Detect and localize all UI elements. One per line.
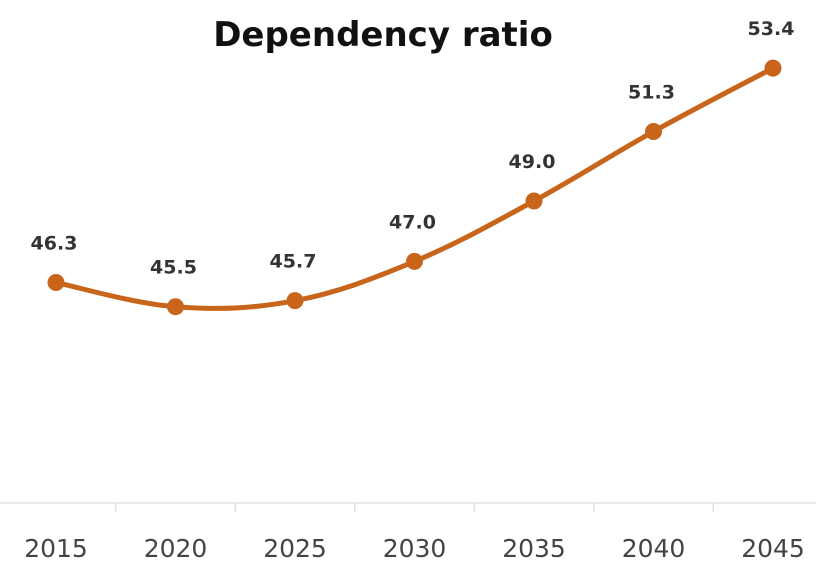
data-label: 45.5 [150,257,197,279]
x-axis-ticks [115,503,714,512]
x-axis-tick-labels: 2015 2020 2025 2030 2035 2040 2045 [24,534,805,563]
x-tick-label: 2035 [502,534,566,563]
data-point [645,123,662,141]
data-label: 46.3 [31,233,78,255]
data-point [406,252,423,270]
x-tick-label: 2020 [144,534,208,563]
x-tick-label: 2015 [24,534,88,563]
data-label: 49.0 [509,151,556,173]
data-point [764,59,782,77]
x-tick-label: 2040 [622,534,686,563]
data-label: 53.4 [748,18,795,40]
x-tick-label: 2030 [383,534,447,563]
data-label: 51.3 [628,82,675,104]
chart-title: Dependency ratio [213,15,553,55]
data-point [47,274,65,292]
series-points [47,59,782,316]
x-tick-label: 2025 [263,534,327,563]
data-point [167,298,184,316]
series-data-labels: 46.3 45.5 45.7 47.0 49.0 51.3 53.4 [31,18,795,279]
x-tick-label: 2045 [741,534,805,563]
data-point [525,192,543,210]
data-label: 45.7 [270,251,317,273]
data-label: 47.0 [389,211,436,233]
data-point [286,292,304,310]
